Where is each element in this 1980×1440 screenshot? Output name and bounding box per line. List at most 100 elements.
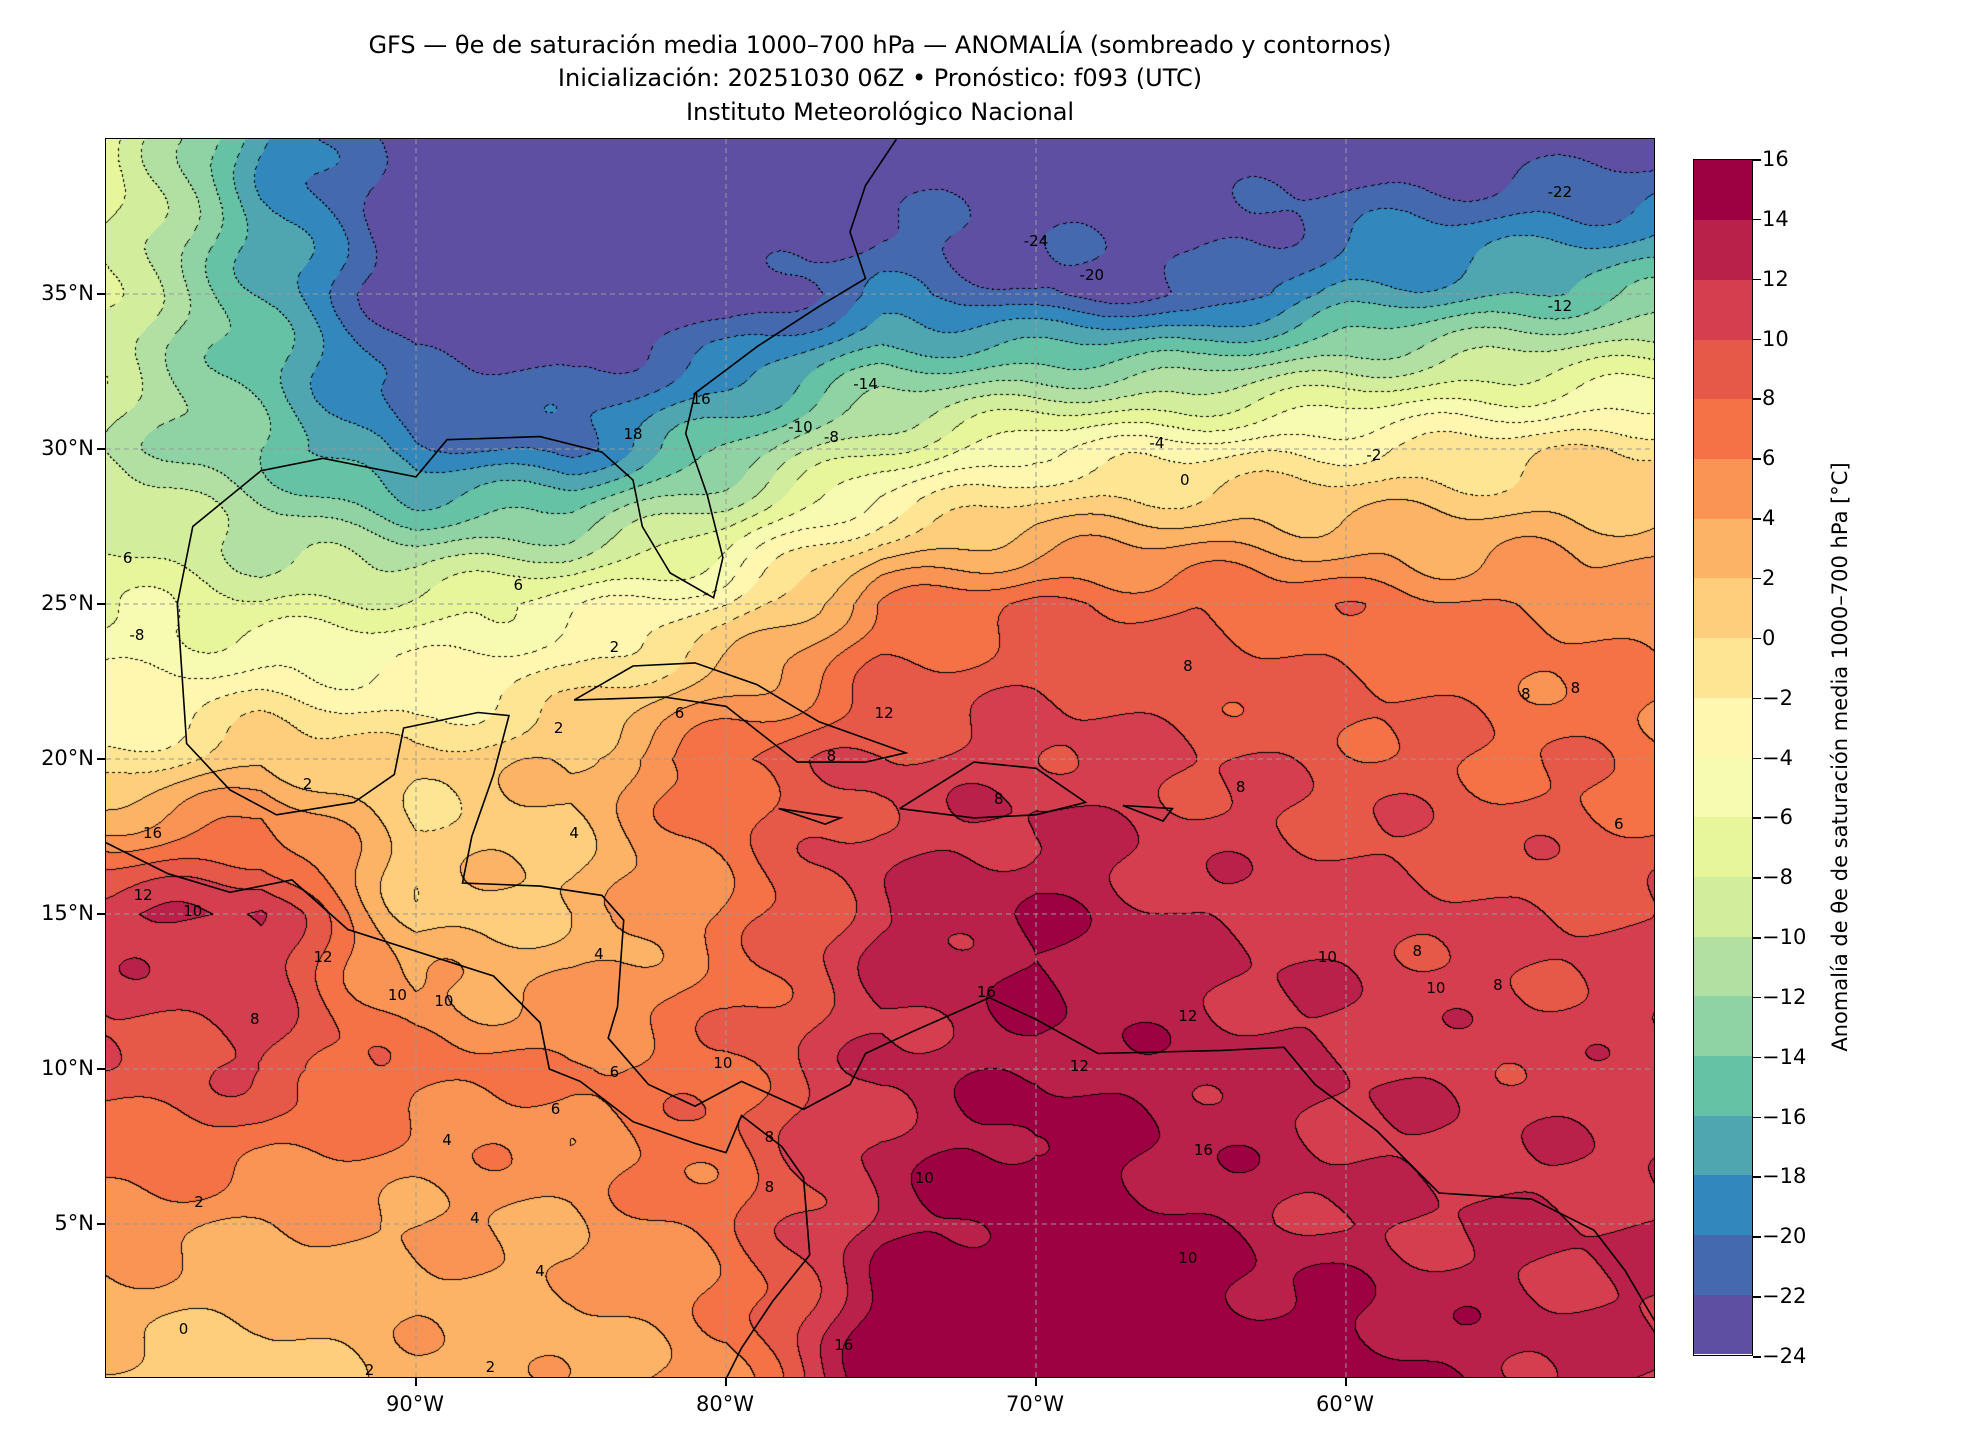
contour-label: -24	[1023, 232, 1049, 251]
x-tick-mark	[1035, 1378, 1037, 1386]
colorbar-segment	[1694, 398, 1752, 459]
y-tick-label: 20°N	[41, 746, 94, 770]
colorbar-tick-label: 0	[1762, 625, 1776, 650]
colorbar-tick-mark	[1753, 637, 1761, 640]
contour-label: 6	[1614, 815, 1624, 834]
contour-label: 6	[513, 576, 524, 595]
colorbar-segment	[1694, 936, 1752, 997]
colorbar-segment	[1694, 458, 1752, 519]
colorbar-tick-mark	[1753, 877, 1761, 879]
y-tick-mark	[97, 293, 105, 295]
contour-label: 12	[313, 948, 333, 967]
coastline	[899, 761, 1088, 819]
contour-label: 4	[442, 1131, 452, 1150]
contour-label: 8	[764, 1177, 775, 1196]
contour-label: 12	[1069, 1056, 1089, 1075]
colorbar-tick-label: −2	[1762, 685, 1793, 710]
x-tick-mark	[1345, 1378, 1347, 1386]
colorbar-segment	[1694, 1174, 1752, 1236]
contour-label: 10	[183, 901, 203, 920]
contour-label: -2	[1366, 446, 1382, 465]
colorbar-segment	[1694, 697, 1752, 758]
chart-subtitle-run: Inicialización: 20251030 06Z • Pronóstic…	[557, 64, 1203, 92]
x-tick-label: 70°W	[1006, 1392, 1064, 1416]
colorbar-tick-mark	[1753, 1236, 1761, 1238]
contour-label: -12	[1547, 297, 1573, 316]
colorbar-tick-label: −10	[1762, 925, 1807, 950]
contour-label: 8	[826, 746, 837, 765]
colorbar-tick-label: 12	[1762, 266, 1789, 291]
coastline	[573, 662, 909, 763]
colorbar-tick-label: −12	[1762, 984, 1807, 1009]
colorbar-tick-mark	[1753, 1356, 1761, 1358]
colorbar-segment	[1694, 279, 1752, 340]
contour-label: 6	[674, 703, 685, 722]
colorbar-tick-label: −18	[1762, 1164, 1807, 1189]
contour-label: 8	[1493, 976, 1503, 995]
colorbar-tick-label: 6	[1762, 446, 1776, 471]
contour-label: 10	[1178, 1249, 1198, 1268]
colorbar-tick-label: 2	[1762, 565, 1776, 590]
coastline	[778, 807, 844, 825]
x-tick-label: 60°W	[1316, 1392, 1374, 1416]
colorbar-tick-mark	[1753, 1296, 1761, 1298]
colorbar-segment	[1694, 1055, 1752, 1116]
colorbar-tick-label: −8	[1762, 865, 1793, 890]
colorbar-tick-label: −16	[1762, 1104, 1807, 1129]
colorbar-segment	[1694, 995, 1752, 1056]
contour-label: 2	[553, 719, 564, 737]
colorbar-tick-label: −6	[1762, 805, 1793, 830]
contour-label: 4	[470, 1208, 480, 1227]
contour-label: 10	[387, 985, 407, 1004]
y-tick-mark	[97, 758, 105, 760]
colorbar-segment	[1694, 577, 1752, 639]
colorbar-tick-mark	[1753, 159, 1761, 161]
colorbar-segment	[1694, 219, 1752, 280]
map-overlay	[106, 139, 1654, 1377]
colorbar-tick-label: −14	[1762, 1044, 1807, 1069]
coastline	[182, 696, 1654, 1322]
contour-label: 16	[834, 1335, 854, 1354]
contour-label: -14	[853, 374, 878, 393]
colorbar-segment	[1694, 1294, 1752, 1355]
contour-label: 4	[569, 824, 579, 843]
y-tick-label: 25°N	[41, 591, 94, 615]
contour-label: 8	[1521, 684, 1531, 703]
chart-title: GFS — θe de saturación media 1000–700 hP…	[368, 31, 1392, 59]
y-tick-label: 5°N	[54, 1211, 94, 1235]
contour-label: -20	[1079, 266, 1105, 285]
contour-label: -10	[788, 418, 813, 437]
colorbar-segment	[1694, 339, 1752, 400]
contour-label: 8	[1570, 678, 1581, 697]
x-tick-label: 90°W	[386, 1392, 444, 1416]
y-tick-mark	[97, 603, 105, 605]
contour-label: -8	[823, 427, 839, 446]
colorbar-tick-mark	[1753, 518, 1761, 520]
colorbar-tick-label: −20	[1762, 1224, 1807, 1249]
colorbar-tick-label: 14	[1762, 206, 1789, 231]
contour-label: -22	[1547, 182, 1573, 201]
contour-label: 8	[1183, 657, 1193, 675]
x-tick-mark	[725, 1378, 727, 1386]
colorbar-tick-label: 16	[1762, 147, 1789, 171]
contour-label: 6	[122, 548, 133, 567]
colorbar-tick-mark	[1753, 1056, 1761, 1059]
coastline	[1122, 804, 1174, 822]
contour-label: 8	[250, 1010, 260, 1029]
colorbar-tick-mark	[1753, 218, 1761, 221]
contour-label: 8	[1412, 942, 1423, 961]
contour-label: 10	[434, 991, 454, 1010]
x-tick-label: 80°W	[696, 1392, 754, 1416]
colorbar-tick-mark	[1753, 996, 1761, 999]
y-tick-mark	[97, 448, 105, 450]
colorbar	[1693, 159, 1753, 1356]
coastline	[106, 841, 811, 1377]
colorbar-tick-label: 10	[1762, 326, 1789, 351]
colorbar-tick-mark	[1753, 1176, 1761, 1178]
colorbar-tick-mark	[1753, 278, 1761, 281]
contour-label: 8	[764, 1128, 775, 1147]
colorbar-tick-mark	[1753, 757, 1761, 759]
x-tick-mark	[415, 1378, 417, 1386]
contour-label: 16	[142, 824, 163, 843]
colorbar-tick-label: −22	[1762, 1284, 1807, 1309]
